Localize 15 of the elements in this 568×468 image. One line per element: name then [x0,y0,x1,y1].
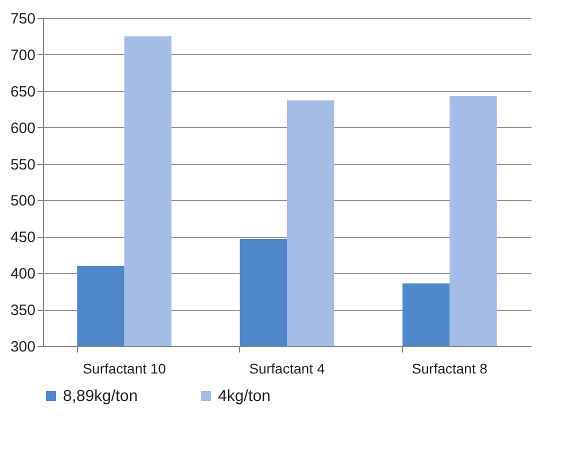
y-tick-label: 700 [10,46,36,64]
y-tick-label: 600 [10,120,36,137]
legend-label: 4kg/ton [218,388,270,405]
y-tick-label: 450 [10,229,36,246]
y-tick-label: 350 [10,302,36,320]
y-tick-label: 300 [10,338,36,356]
y-tick-label: 750 [10,10,36,28]
y-tick-label: 550 [10,156,36,174]
y-tick-label: 400 [10,266,36,283]
y-tick-label: 500 [10,192,36,210]
x-tick-label: Surfactant 10 [82,360,166,376]
x-tick-label: Surfactant 8 [412,360,488,376]
y-tick-label: 650 [10,83,36,100]
legend-label: 8,89kg/ton [63,388,138,405]
x-tick-label: Surfactant 4 [249,360,325,376]
